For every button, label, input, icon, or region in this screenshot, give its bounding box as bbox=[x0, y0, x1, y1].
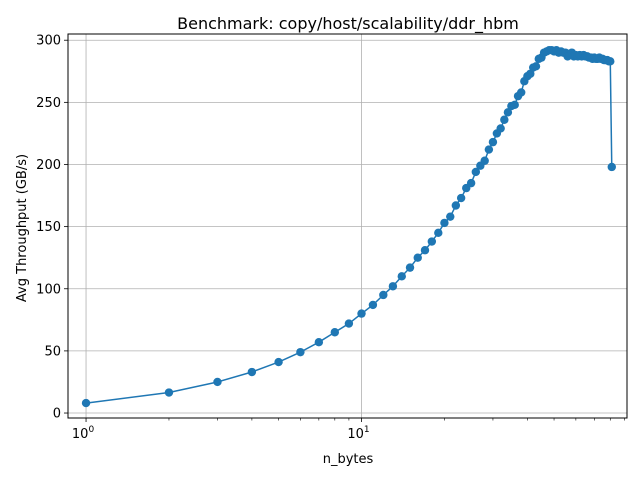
data-point bbox=[451, 201, 461, 210]
y-tick-label: 300 bbox=[36, 34, 61, 49]
data-point bbox=[379, 290, 388, 300]
data-point bbox=[81, 398, 91, 408]
data-point bbox=[531, 62, 541, 71]
y-tick-label: 0 bbox=[53, 407, 61, 422]
data-point bbox=[213, 377, 222, 387]
data-point bbox=[164, 388, 174, 397]
data-point bbox=[607, 162, 616, 172]
data-point bbox=[247, 367, 257, 377]
x-axis-title: n_bytes bbox=[323, 452, 374, 467]
y-tick-label: 50 bbox=[44, 344, 61, 359]
data-point bbox=[517, 88, 526, 97]
data-point bbox=[434, 228, 443, 238]
data-point bbox=[420, 246, 430, 255]
data-point bbox=[413, 253, 422, 262]
plot-frame bbox=[67, 33, 628, 419]
data-point bbox=[510, 100, 519, 110]
data-point bbox=[314, 337, 324, 347]
data-point bbox=[471, 167, 481, 177]
chart-title: Benchmark: copy/host/scalability/ddr_hbm bbox=[177, 14, 519, 34]
data-point bbox=[344, 319, 354, 328]
data-point bbox=[427, 237, 437, 246]
data-point bbox=[330, 328, 340, 337]
data-point bbox=[397, 272, 406, 281]
data-point bbox=[480, 156, 489, 165]
data-point bbox=[456, 193, 466, 203]
y-tick-label: 250 bbox=[36, 96, 61, 111]
data-point bbox=[484, 145, 494, 154]
series-layer bbox=[81, 45, 616, 408]
y-tick-label: 150 bbox=[36, 220, 61, 235]
data-point bbox=[388, 282, 398, 291]
data-point bbox=[357, 309, 366, 318]
y-tick-label: 200 bbox=[36, 158, 61, 173]
data-point bbox=[500, 115, 509, 124]
data-point bbox=[368, 300, 378, 310]
data-point bbox=[446, 212, 455, 221]
data-point bbox=[496, 124, 505, 133]
data-point bbox=[440, 218, 449, 228]
data-point bbox=[405, 263, 415, 272]
y-tick-label: 100 bbox=[36, 282, 61, 297]
data-point bbox=[466, 178, 476, 188]
data-point bbox=[274, 357, 283, 367]
data-point bbox=[488, 137, 498, 147]
data-point bbox=[296, 347, 305, 357]
data-point bbox=[606, 57, 615, 66]
grid bbox=[68, 34, 627, 418]
data-point bbox=[503, 108, 513, 117]
y-axis-title: Avg Throughput (GB/s) bbox=[15, 154, 30, 302]
